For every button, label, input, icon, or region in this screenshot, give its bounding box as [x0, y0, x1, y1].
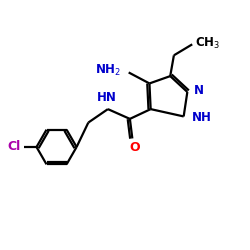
Text: NH$_2$: NH$_2$ [95, 63, 121, 78]
Text: NH: NH [192, 111, 212, 124]
Text: N: N [194, 84, 204, 96]
Text: HN: HN [97, 91, 116, 104]
Text: CH$_3$: CH$_3$ [195, 36, 220, 51]
Text: O: O [129, 142, 140, 154]
Text: Cl: Cl [7, 140, 20, 153]
